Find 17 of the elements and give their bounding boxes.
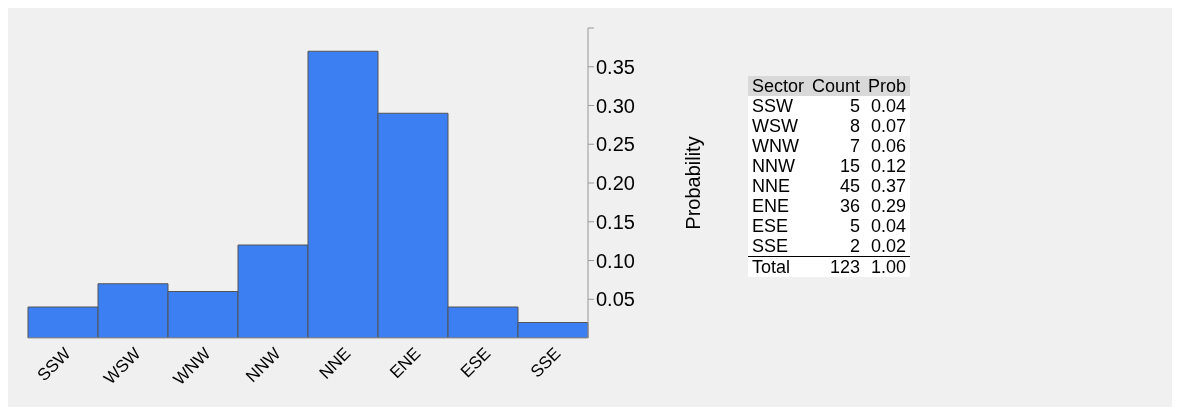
y-tick-label: 0.35 <box>596 55 635 78</box>
y-tick-label: 0.10 <box>596 249 635 272</box>
y-tick-label: 0.25 <box>596 133 635 156</box>
bar <box>237 244 309 338</box>
y-tick-label: 0.30 <box>596 94 635 117</box>
value-table: Sector Count Prob SSW 5 0.04 WSW 8 0.07 WNW 7 0.06 NNW 15 0.12 NNE 45 0.37 ENE 36 0.29 ESE 5 0.04 SSE 2 0.02 Total 123 1.00 <box>748 76 911 277</box>
y-tick-label: 0.15 <box>596 210 635 233</box>
bar <box>97 283 169 338</box>
y-axis-title: Probability <box>682 136 705 230</box>
bar <box>447 306 519 338</box>
bar <box>167 291 239 338</box>
y-tick-label: 0.05 <box>596 288 635 311</box>
bar <box>307 50 379 338</box>
bar <box>27 306 99 338</box>
bar <box>377 112 449 338</box>
bar <box>517 322 589 338</box>
y-tick-label: 0.20 <box>596 172 635 195</box>
